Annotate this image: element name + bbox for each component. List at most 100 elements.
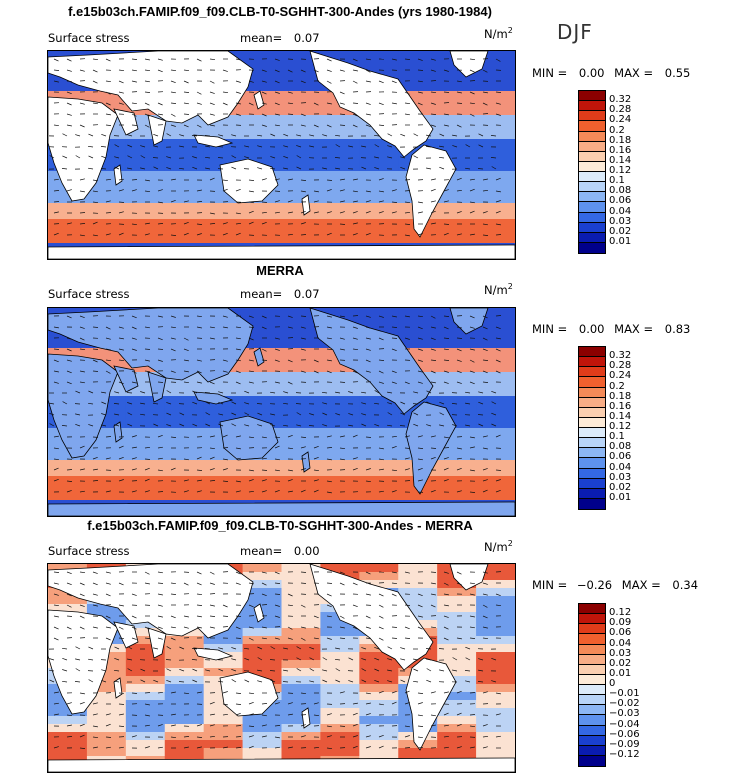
wind-vector — [261, 490, 267, 493]
field-cell — [437, 67, 478, 76]
field-cell — [48, 211, 88, 220]
wind-vector — [79, 747, 86, 749]
wind-vector — [66, 80, 73, 83]
field-cell — [164, 732, 205, 741]
field-cell — [242, 155, 283, 164]
field-cell — [476, 99, 515, 108]
field-cell — [476, 316, 515, 325]
wind-vector — [465, 402, 471, 405]
field-cell — [437, 396, 478, 405]
wind-vector — [378, 124, 385, 126]
wind-vector — [170, 615, 176, 619]
wind-vector — [222, 458, 228, 461]
field-cell — [164, 636, 205, 645]
wind-vector — [248, 201, 254, 204]
wind-vector — [438, 156, 445, 159]
field-cell — [437, 139, 478, 148]
wind-vector — [170, 370, 176, 373]
wind-vector — [491, 412, 497, 416]
wind-vector — [469, 58, 476, 61]
colorbar-swatch — [579, 407, 605, 418]
wind-vector — [66, 69, 72, 72]
field-cell — [320, 428, 361, 437]
wind-vector — [235, 113, 241, 116]
wind-vector — [443, 370, 449, 373]
field-cell — [281, 436, 322, 445]
wind-vector — [482, 489, 488, 493]
wind-vector — [205, 167, 211, 170]
wind-vector — [248, 469, 254, 472]
field-cell — [281, 620, 322, 629]
field-cell — [359, 468, 400, 477]
wind-vector — [365, 615, 371, 619]
wind-vector — [157, 348, 164, 350]
wind-vector — [183, 370, 189, 373]
field-cell — [242, 412, 283, 421]
wind-vector — [222, 468, 228, 471]
wind-vector — [417, 58, 423, 61]
wind-vector — [495, 692, 501, 695]
field-cell — [203, 748, 244, 757]
wind-vector — [391, 348, 397, 352]
wind-vector — [261, 211, 267, 214]
wind-vector — [417, 435, 423, 438]
field-cell — [476, 348, 515, 357]
colorbar-tick-label: 0.08 — [609, 441, 632, 453]
field-cell — [281, 308, 322, 317]
wind-vector — [53, 232, 59, 236]
field-cell — [281, 171, 322, 180]
wind-vector — [365, 124, 371, 128]
wind-vector — [300, 489, 306, 493]
field-cell — [398, 348, 439, 357]
wind-vector — [378, 593, 384, 597]
wind-vector — [387, 402, 393, 405]
panel-3-max-value: 0.34 — [672, 578, 699, 592]
wind-vector — [144, 370, 150, 373]
field-cell — [242, 107, 283, 116]
wind-vector — [170, 467, 176, 471]
wind-vector — [295, 403, 302, 405]
field-cell — [359, 660, 400, 669]
wind-vector — [196, 746, 202, 749]
wind-vector — [235, 58, 241, 61]
wind-vector — [105, 58, 111, 62]
wind-vector — [495, 177, 501, 181]
field-cell — [86, 195, 127, 204]
wind-vector — [326, 582, 333, 584]
field-cell — [242, 740, 283, 749]
wind-vector — [378, 200, 384, 203]
wind-vector — [339, 113, 346, 115]
field-cell — [476, 404, 515, 413]
field-cell — [242, 123, 283, 132]
wind-vector — [131, 326, 137, 330]
wind-vector — [287, 637, 293, 640]
wind-vector — [430, 326, 436, 329]
wind-vector — [118, 359, 125, 362]
field-cell — [125, 620, 166, 629]
colorbar-swatch — [579, 654, 605, 665]
field-cell — [125, 628, 166, 637]
wind-vector — [365, 190, 371, 193]
wind-vector — [443, 200, 449, 203]
wind-vector — [166, 646, 172, 650]
wind-vector — [339, 626, 345, 629]
field-cell — [437, 668, 478, 677]
wind-vector — [283, 133, 289, 137]
wind-vector — [144, 692, 151, 694]
wind-vector — [231, 412, 237, 416]
wind-vector — [443, 381, 449, 384]
wind-vector — [352, 434, 358, 438]
wind-vector — [495, 102, 501, 105]
wind-vector — [321, 391, 328, 394]
land-outline — [48, 501, 515, 516]
wind-vector — [495, 604, 502, 607]
field-cell — [125, 676, 166, 685]
colorbar-tick-label: 0.24 — [609, 370, 632, 382]
wind-vector — [196, 326, 202, 329]
wind-vector — [66, 626, 72, 630]
wind-vector — [270, 133, 276, 137]
wind-vector — [92, 326, 99, 328]
wind-vector — [88, 402, 94, 405]
field-cell — [164, 179, 205, 188]
wind-vector — [352, 326, 358, 329]
